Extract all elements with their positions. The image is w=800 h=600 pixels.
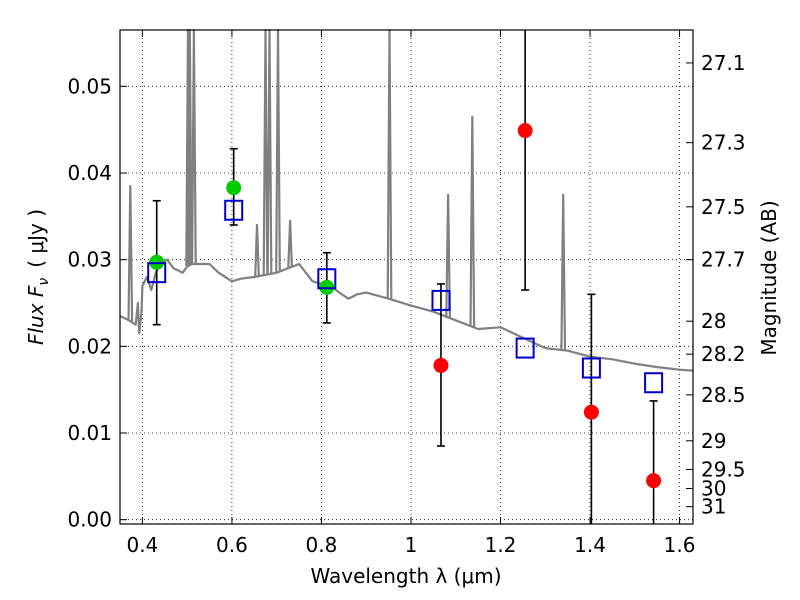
emission-line [254,223,260,277]
model-point [431,289,451,311]
y2-tick-label: 28.5 [701,383,746,407]
y-axis-ticks: 0.00 0.01 0.02 0.03 0.04 0.05 [67,74,127,532]
emission-line [469,115,476,327]
x-tick-label: 0.6 [216,533,248,557]
emission-line [287,219,293,268]
y2-tick-label: 30 [701,476,726,500]
y2-axis-label: Magnitude (AB) [757,200,781,355]
x-tick-label: 1.6 [664,533,696,557]
emission-line [127,184,134,322]
x-tick-label: 1.2 [485,533,517,557]
emission-line [445,193,451,318]
x-tick-label: 1 [405,533,418,557]
x-tick-label: 1.4 [574,533,606,557]
model-point [224,199,244,221]
data-point [517,123,533,139]
x-tick-label: 0.8 [306,533,338,557]
data-point [646,473,662,489]
model-point [581,357,601,379]
plot-area [120,30,693,524]
model-point [644,372,664,394]
y-tick-label: 0.04 [67,161,112,185]
y-tick-label: 0.01 [67,421,112,445]
data-point [583,404,599,420]
y-tick-label: 0.00 [67,508,112,532]
y2-tick-label: 27.1 [701,51,746,75]
data-point [226,180,242,196]
y-tick-label: 0.02 [67,334,112,358]
y-axis-label: Flux Fν ( μJy ) [24,209,52,345]
plot-frame [119,29,694,525]
y2-tick-label: 27.5 [701,195,746,219]
y2-tick-label: 27.7 [701,248,746,272]
y2-tick-label: 31 [701,495,726,519]
y2-tick-label: 28.2 [701,342,746,366]
y-tick-label: 0.03 [67,248,112,272]
x-tick-label: 0.4 [126,533,158,557]
y2-tick-label: 28 [701,309,726,333]
y2-tick-label: 27.3 [701,131,746,155]
x-axis-ticks: 0.4 0.6 0.8 1 1.2 1.4 1.6 [126,30,695,557]
y-axis-label-main: Flux F [24,285,48,345]
model-point [147,262,167,284]
model-point [515,337,535,359]
x-axis-label: Wavelength λ (μm) [310,564,501,588]
data-point [433,357,449,373]
y2-tick-label: 29.5 [701,457,746,481]
y2-tick-label: 29 [701,429,726,453]
y-axis-label-subscript: ν [36,278,52,286]
photometry-points [147,30,664,524]
y-axis-label-unit: ( μJy ) [24,209,48,268]
model-point [317,268,337,290]
y-tick-label: 0.05 [67,74,112,98]
emission-line [560,193,567,351]
